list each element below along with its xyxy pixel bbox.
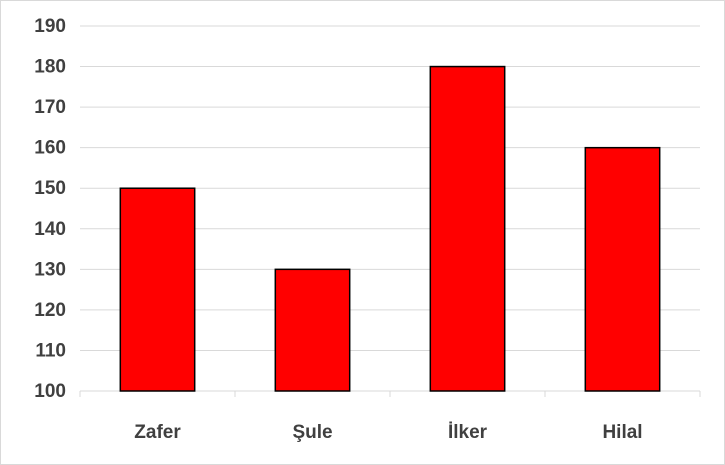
y-tick-label: 150 [34,178,66,199]
y-tick-label: 120 [34,300,66,321]
bar [429,65,506,392]
y-tick-label: 110 [35,340,66,361]
y-tick-label: 180 [34,57,66,78]
bar [584,146,661,392]
y-tick-label: 160 [34,138,66,159]
y-tick-label: 140 [34,219,66,240]
x-tick-label: Hilal [602,422,642,443]
x-tick-label: İlker [448,422,488,443]
bar [119,187,196,392]
bar [274,268,351,392]
y-tick-label: 190 [34,16,66,37]
x-tick-label: Şule [292,422,332,443]
x-tick-label: Zafer [134,422,181,443]
y-tick-label: 170 [34,97,66,118]
y-tick-label: 100 [34,381,66,402]
y-tick-label: 130 [34,259,66,280]
